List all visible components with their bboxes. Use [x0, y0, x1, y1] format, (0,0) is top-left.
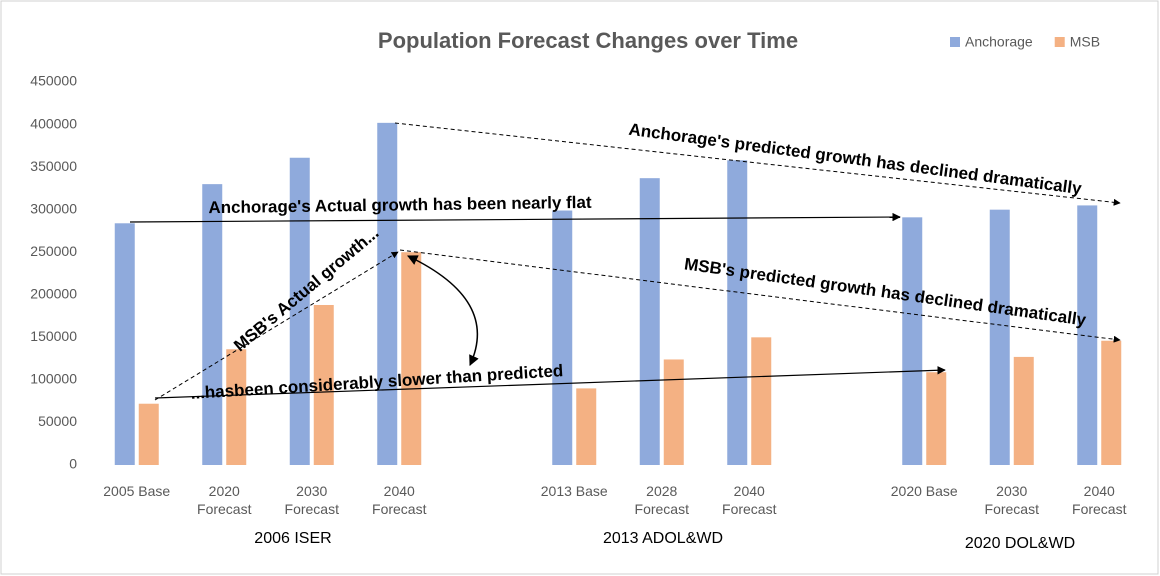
- x-tick-label: 2013 Base: [540, 483, 608, 499]
- x-tick-label: 2030 Forecast: [284, 483, 339, 517]
- bar: [926, 372, 947, 465]
- bar: [138, 403, 159, 465]
- y-tick-label: 450000: [30, 73, 77, 89]
- bar: [313, 304, 334, 465]
- bar: [1077, 205, 1098, 465]
- y-tick-label: 100000: [30, 371, 77, 387]
- bar: [989, 209, 1010, 465]
- group-label: 2013 ADOL&WD: [602, 530, 724, 547]
- y-tick-label: 150000: [30, 328, 77, 344]
- bar: [1013, 356, 1034, 465]
- x-tick-label: 2005 Base: [103, 483, 171, 499]
- bar: [751, 337, 772, 465]
- x-tick-label: 2020 Base: [890, 483, 958, 499]
- x-tick-label: 2020 Forecast: [197, 483, 252, 517]
- bar: [226, 349, 247, 465]
- group-label: 2020 DOL&WD: [964, 535, 1076, 552]
- y-tick-label: 200000: [30, 285, 77, 301]
- bar: [663, 359, 684, 465]
- y-tick-label: 350000: [30, 158, 77, 174]
- y-tick-label: 400000: [30, 115, 77, 131]
- y-tick-label: 300000: [30, 200, 77, 216]
- x-tick-label: 2028 Forecast: [634, 483, 689, 517]
- legend-swatch: [950, 37, 960, 47]
- chart-title: Population Forecast Changes over Time: [378, 28, 798, 53]
- bar: [377, 122, 398, 465]
- bar: [401, 252, 422, 465]
- bar: [639, 178, 660, 466]
- bar: [727, 160, 748, 465]
- x-tick-label: 2030 Forecast: [984, 483, 1039, 517]
- legend-label: Anchorage: [965, 34, 1033, 50]
- y-tick-label: 250000: [30, 243, 77, 259]
- y-tick-label: 0: [69, 456, 77, 472]
- bar: [202, 184, 223, 465]
- bar: [114, 223, 135, 465]
- x-tick-label: 2040 Forecast: [1072, 483, 1127, 517]
- x-tick-label: 2040 Forecast: [722, 483, 777, 517]
- bar: [1101, 340, 1122, 465]
- bar: [902, 217, 923, 465]
- y-tick-label: 50000: [38, 413, 77, 429]
- legend-label: MSB: [1070, 34, 1100, 50]
- arrows: [129, 122, 1121, 401]
- x-tick-label: 2040 Forecast: [372, 483, 427, 517]
- group-label: 2006 ISER: [254, 530, 332, 547]
- legend-swatch: [1054, 37, 1065, 47]
- bar: [552, 210, 573, 465]
- annotation: Anchorage's Actual growth has been nearl…: [208, 193, 592, 217]
- bar: [576, 388, 597, 465]
- annotation: Anchorage's predicted growth has decline…: [628, 120, 1084, 199]
